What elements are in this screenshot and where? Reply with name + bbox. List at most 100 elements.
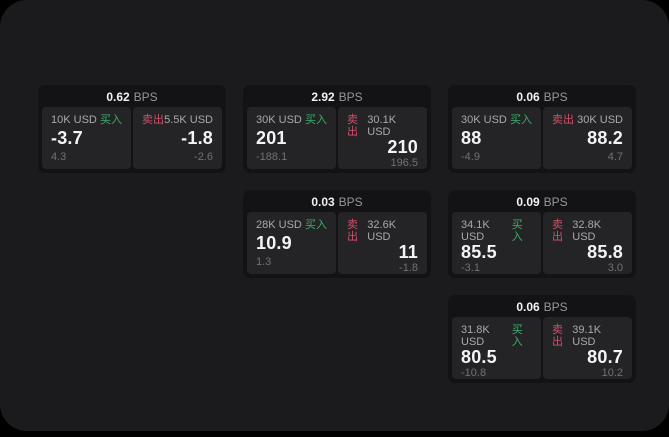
- sell-sub-value: -2.6: [194, 151, 213, 163]
- sell-sub-value: 10.2: [601, 367, 623, 379]
- buy-tag: 买入: [510, 114, 532, 126]
- sell-panel-header: 卖出 32.6K USD: [347, 219, 418, 243]
- sell-sub-value: 3.0: [607, 262, 623, 274]
- buy-panel[interactable]: 10K USD 买入 -3.7 4.3: [42, 107, 131, 169]
- sell-amount: 30K USD: [577, 114, 623, 126]
- quote-body: 30K USD 买入 88 -4.9 卖出 30K USD 88.2 4.7: [448, 107, 636, 173]
- sell-panel[interactable]: 卖出 30K USD 88.2 4.7: [543, 107, 632, 169]
- sell-tag: 卖出: [552, 324, 563, 348]
- buy-panel-header: 30K USD 买入: [461, 114, 532, 126]
- buy-amount: 28K USD: [256, 219, 302, 231]
- sell-amount: 39.1K USD: [572, 324, 602, 348]
- sell-panel[interactable]: 卖出 32.6K USD 11 -1.8: [338, 212, 427, 274]
- sell-panel-header: 卖出 30.1K USD: [347, 114, 418, 138]
- quote-card: 0.62 BPS 10K USD 买入 -3.7 4.3 卖出 5.5K USD: [38, 85, 226, 173]
- buy-amount: 34.1K USD: [461, 219, 490, 243]
- sell-panel[interactable]: 卖出 39.1K USD 80.7 10.2: [543, 317, 632, 379]
- quote-body: 31.8K USD 买入 80.5 -10.8 卖出 39.1K USD 80.…: [448, 317, 636, 383]
- quote-body: 30K USD 买入 201 -188.1 卖出 30.1K USD 210 1…: [243, 107, 431, 173]
- buy-panel[interactable]: 34.1K USD 买入 85.5 -3.1: [452, 212, 541, 274]
- sell-price: 80.7: [587, 347, 623, 367]
- buy-amount: 10K USD: [51, 114, 97, 126]
- sell-panel[interactable]: 卖出 30.1K USD 210 196.5: [338, 107, 427, 169]
- buy-price: -3.7: [51, 128, 83, 148]
- sell-panel-header: 卖出 39.1K USD: [552, 324, 623, 348]
- quote-card: 0.09 BPS 34.1K USD 买入 85.5 -3.1 卖出 32.8K…: [448, 190, 636, 278]
- sell-sub-value: 4.7: [607, 151, 623, 163]
- buy-sub-value: -3.1: [461, 262, 480, 274]
- buy-price: 201: [256, 128, 287, 148]
- bps-unit-label: BPS: [543, 299, 568, 314]
- buy-amount: 30K USD: [461, 114, 507, 126]
- sell-panel[interactable]: 卖出 32.8K USD 85.8 3.0: [543, 212, 632, 274]
- quote-card: 0.06 BPS 30K USD 买入 88 -4.9 卖出 30K USD: [448, 85, 636, 173]
- bps-value: 0.03: [311, 194, 335, 209]
- bps-value: 0.06: [516, 89, 540, 104]
- buy-panel-header: 34.1K USD 买入: [461, 219, 532, 243]
- buy-price: 10.9: [256, 233, 292, 253]
- bps-header: 2.92 BPS: [243, 85, 431, 107]
- buy-tag: 买入: [100, 114, 122, 126]
- sell-price: -1.8: [181, 128, 213, 148]
- sell-sub-value: 196.5: [390, 157, 418, 169]
- sell-panel-header: 卖出 30K USD: [552, 114, 623, 126]
- bps-header: 0.06 BPS: [448, 85, 636, 107]
- bps-value: 2.92: [311, 89, 335, 104]
- sell-panel[interactable]: 卖出 5.5K USD -1.8 -2.6: [133, 107, 222, 169]
- buy-tag: 买入: [511, 324, 523, 348]
- buy-sub-value: 1.3: [256, 256, 272, 268]
- bps-unit-label: BPS: [543, 89, 568, 104]
- buy-sub-value: -10.8: [461, 367, 487, 379]
- buy-price: 80.5: [461, 347, 497, 367]
- buy-sub-value: 4.3: [51, 151, 67, 163]
- bps-header: 0.62 BPS: [38, 85, 226, 107]
- sell-price: 210: [387, 137, 418, 157]
- bps-header: 0.09 BPS: [448, 190, 636, 212]
- buy-panel[interactable]: 30K USD 买入 201 -188.1: [247, 107, 336, 169]
- quote-card: 0.03 BPS 28K USD 买入 10.9 1.3 卖出 32.6K US…: [243, 190, 431, 278]
- bps-header: 0.03 BPS: [243, 190, 431, 212]
- buy-tag: 买入: [305, 114, 327, 126]
- sell-tag: 卖出: [347, 219, 358, 243]
- buy-panel[interactable]: 28K USD 买入 10.9 1.3: [247, 212, 336, 274]
- buy-amount: 30K USD: [256, 114, 302, 126]
- buy-panel[interactable]: 30K USD 买入 88 -4.9: [452, 107, 541, 169]
- buy-price: 88: [461, 128, 482, 148]
- buy-tag: 买入: [511, 219, 523, 243]
- bps-value: 0.62: [106, 89, 130, 104]
- sell-price: 11: [398, 242, 418, 262]
- sell-tag: 卖出: [347, 114, 358, 138]
- sell-tag: 卖出: [552, 114, 574, 126]
- sell-price: 88.2: [587, 128, 623, 148]
- buy-tag: 买入: [305, 219, 327, 231]
- sell-tag: 卖出: [142, 114, 164, 126]
- sell-price: 85.8: [587, 242, 623, 262]
- bps-value: 0.09: [516, 194, 540, 209]
- sell-panel-header: 卖出 5.5K USD: [142, 114, 213, 126]
- bps-unit-label: BPS: [338, 194, 363, 209]
- sell-panel-header: 卖出 32.8K USD: [552, 219, 623, 243]
- buy-panel[interactable]: 31.8K USD 买入 80.5 -10.8: [452, 317, 541, 379]
- bps-unit-label: BPS: [543, 194, 568, 209]
- bps-unit-label: BPS: [338, 89, 363, 104]
- quote-body: 28K USD 买入 10.9 1.3 卖出 32.6K USD 11 -1.8: [243, 212, 431, 278]
- bps-value: 0.06: [516, 299, 540, 314]
- sell-amount: 5.5K USD: [164, 114, 213, 126]
- buy-panel-header: 10K USD 买入: [51, 114, 122, 126]
- bps-header: 0.06 BPS: [448, 295, 636, 317]
- buy-price: 85.5: [461, 242, 497, 262]
- buy-panel-header: 28K USD 买入: [256, 219, 327, 231]
- quote-body: 10K USD 买入 -3.7 4.3 卖出 5.5K USD -1.8 -2.…: [38, 107, 226, 173]
- buy-panel-header: 30K USD 买入: [256, 114, 327, 126]
- quote-card: 2.92 BPS 30K USD 买入 201 -188.1 卖出 30.1K …: [243, 85, 431, 173]
- buy-sub-value: -188.1: [256, 151, 288, 163]
- buy-panel-header: 31.8K USD 买入: [461, 324, 532, 348]
- sell-amount: 32.6K USD: [367, 219, 397, 243]
- sell-sub-value: -1.8: [399, 262, 418, 274]
- buy-sub-value: -4.9: [461, 151, 480, 163]
- bps-unit-label: BPS: [133, 89, 158, 104]
- quote-card: 0.06 BPS 31.8K USD 买入 80.5 -10.8 卖出 39.1…: [448, 295, 636, 383]
- sell-tag: 卖出: [552, 219, 563, 243]
